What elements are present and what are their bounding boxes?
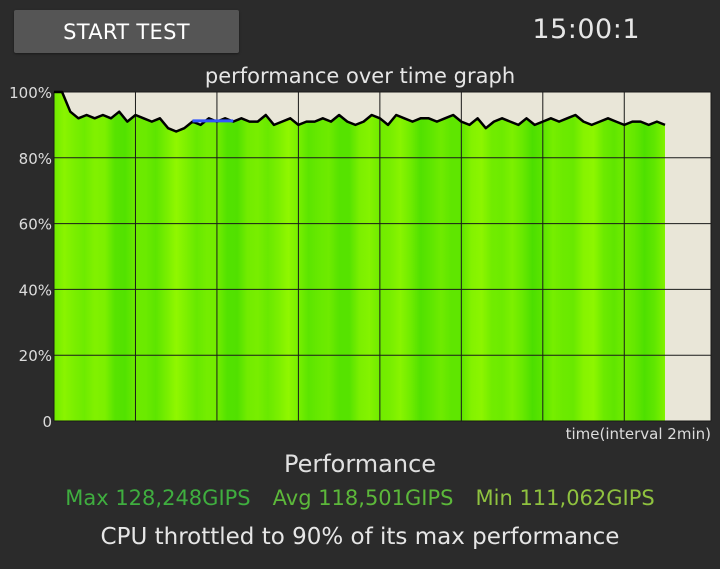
performance-line	[54, 90, 666, 133]
performance-title: Performance	[283, 450, 437, 478]
x-axis-label: time(interval 2min)	[566, 425, 711, 443]
y-tick-label: 20%	[19, 347, 52, 365]
throttle-message: CPU throttled to 90% of its max performa…	[100, 524, 620, 550]
performance-chart: 0 20% 40% 60% 80% 100% time(interval 2min)	[9, 84, 712, 443]
max-stat: Max 128,248GIPS	[65, 486, 251, 510]
start-test-button[interactable]: START TEST	[14, 10, 239, 53]
stats-row: Max 128,248GIPS Avg 118,501GIPS Min 111,…	[0, 486, 720, 510]
y-tick-label: 80%	[19, 150, 52, 168]
performance-area	[54, 92, 665, 421]
y-tick-label: 0	[42, 413, 52, 431]
timer-display: 15:00:1	[532, 14, 640, 45]
min-stat: Min 111,062GIPS	[475, 486, 655, 510]
y-tick-label: 60%	[19, 216, 52, 234]
avg-stat: Avg 118,501GIPS	[272, 486, 454, 510]
y-tick-label: 40%	[19, 281, 52, 299]
graph-title: performance over time graph	[204, 64, 516, 88]
y-tick-label: 100%	[9, 84, 52, 102]
